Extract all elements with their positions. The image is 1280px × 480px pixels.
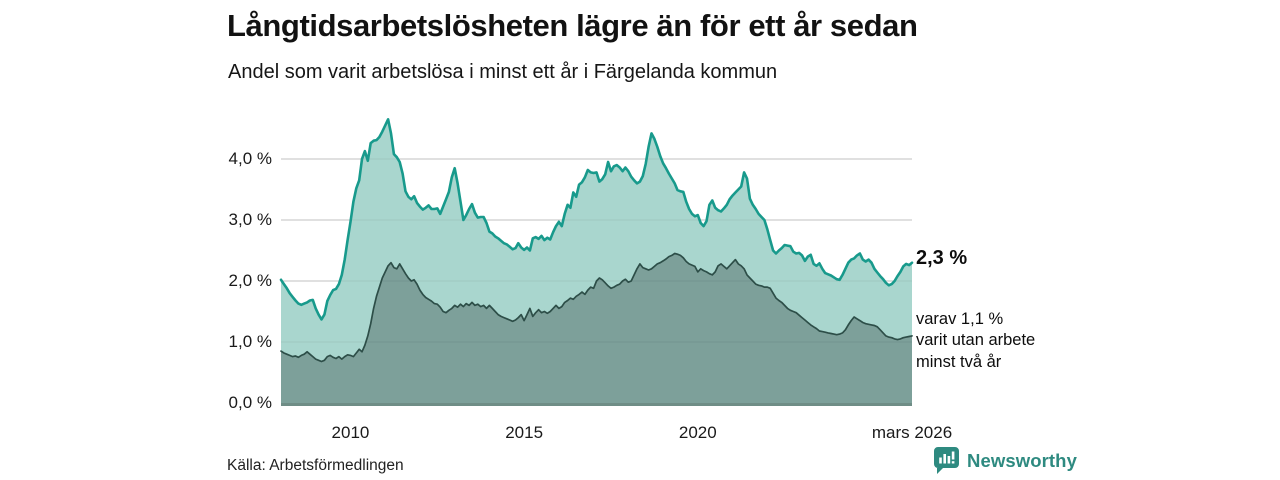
end-value-label: 2,3 %: [916, 247, 968, 269]
two-year-annotation-line1: varav 1,1 %: [916, 310, 1004, 328]
y-tick-label: 4,0 %: [228, 149, 272, 168]
two-year-annotation: varav 1,1 % varit utan arbete minst två …: [916, 309, 1035, 373]
two-year-area-fill: [281, 253, 912, 403]
y-tick-label: 2,0 %: [228, 271, 272, 290]
two-year-annotation-line2: varit utan arbete: [916, 331, 1036, 350]
page-title: Långtidsarbetslösheten lägre än för ett …: [227, 8, 918, 43]
newsworthy-bubble-icon: [934, 447, 959, 474]
x-tick-label: 2015: [505, 423, 544, 442]
y-tick-label: 0,0 %: [228, 393, 272, 412]
two-year-annotation-line3: minst två år: [916, 352, 1002, 371]
x-tick-label: 2010: [331, 423, 370, 442]
x-tick-label: mars 2026: [871, 423, 953, 442]
newsworthy-wordmark: Newsworthy: [967, 449, 1077, 471]
y-tick-label: 3,0 %: [228, 210, 272, 229]
two-year-line: [280, 252, 913, 363]
y-tick-label: 1,0 %: [228, 332, 272, 351]
chart-subtitle: Andel som varit arbetslösa i minst ett å…: [228, 61, 778, 83]
source-note: Källa: Arbetsförmedlingen: [227, 457, 404, 474]
total-line: [279, 118, 914, 321]
x-tick-label: 2020: [678, 423, 717, 442]
newsworthy-logo[interactable]: Newsworthy: [933, 446, 1077, 475]
